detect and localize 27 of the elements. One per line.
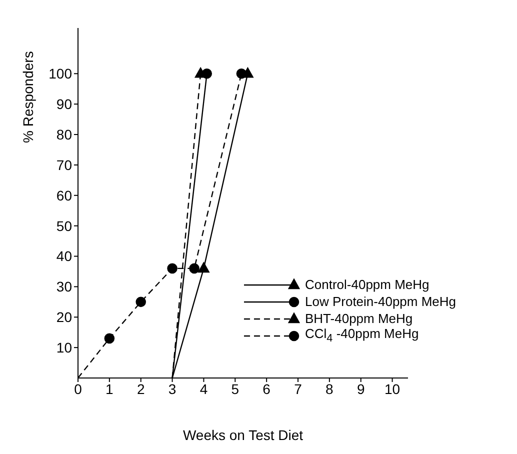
y-tick-label: 90: [56, 96, 72, 112]
x-tick-label: 10: [384, 380, 400, 397]
legend-label: CCl$_{4}$ -40ppm MeHg: [305, 326, 419, 345]
x-tick-label: 1: [106, 380, 114, 397]
x-tick-label: 9: [356, 380, 365, 397]
y-tick-label: 30: [56, 278, 72, 295]
y-tick-label: 100: [48, 66, 72, 82]
x-axis-title: Weeks on Test Diet: [182, 426, 304, 443]
x-tick-label: 7: [294, 380, 302, 397]
x-tick-label: 0: [74, 380, 82, 397]
y-tick-label: 80: [56, 126, 72, 142]
y-axis-title: % Responders: [20, 51, 36, 143]
y-tick-label: 40: [56, 248, 72, 264]
x-tick-label: 6: [262, 380, 271, 397]
legend-label: BHT-40ppm MeHg: [305, 311, 413, 326]
legend-label: Low Protein-40ppm MeHg: [305, 294, 456, 309]
x-tick-label: 2: [136, 380, 145, 397]
y-tick-label: 10: [56, 340, 72, 356]
legend-label: Control-40ppm MeHg: [305, 277, 430, 292]
x-tick-label: 4: [200, 380, 208, 397]
y-tick-label: 70: [56, 156, 72, 173]
x-tick-label: 8: [326, 380, 334, 397]
y-tick-label: 50: [56, 218, 72, 234]
y-tick-label: 60: [56, 187, 72, 204]
y-tick-label: 20: [56, 309, 72, 326]
x-tick-label: 3: [168, 380, 176, 397]
x-tick-label: 5: [231, 380, 240, 397]
